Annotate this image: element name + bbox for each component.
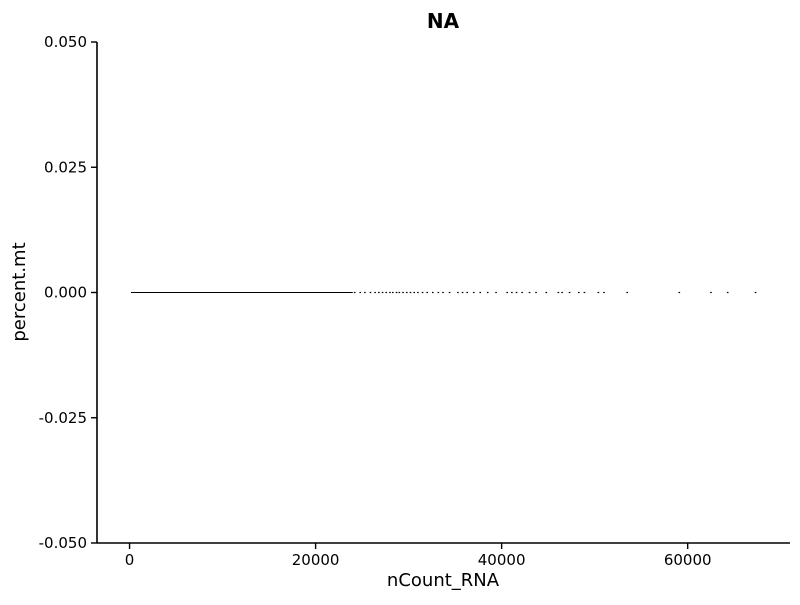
- data-point: [754, 291, 757, 294]
- data-point: [359, 291, 362, 294]
- data-point: [385, 291, 388, 294]
- data-point: [583, 291, 586, 294]
- data-point: [392, 291, 394, 294]
- data-point: [442, 291, 444, 294]
- y-tick-label: -0.050: [39, 534, 87, 552]
- data-point: [405, 291, 408, 294]
- data-point: [381, 291, 384, 294]
- data-point: [378, 291, 380, 294]
- data-point: [678, 291, 681, 294]
- data-point: [626, 291, 629, 294]
- data-point: [466, 291, 469, 294]
- data-point: [409, 291, 412, 294]
- data-point: [398, 291, 401, 294]
- data-points: [130, 291, 757, 294]
- axes: -0.050 -0.025 0.000 0.025 0.050 0 20000 40000 60…: [39, 33, 790, 569]
- data-point: [515, 291, 518, 294]
- data-point: [603, 291, 605, 294]
- data-point: [479, 291, 482, 294]
- data-point: [506, 291, 509, 294]
- data-point: [557, 291, 560, 294]
- data-point: [461, 291, 464, 294]
- data-point: [710, 291, 712, 294]
- y-axis-label: percent.mt: [9, 242, 30, 341]
- x-tick-label: 0: [125, 551, 135, 569]
- x-tick-label: 60000: [664, 551, 712, 569]
- data-point: [437, 291, 440, 294]
- data-point: [426, 291, 429, 294]
- y-tick-label: 0.000: [44, 284, 87, 302]
- data-point: [421, 291, 424, 294]
- data-point: [402, 291, 404, 294]
- data-point: [486, 291, 489, 294]
- data-point: [432, 291, 434, 294]
- data-point: [528, 291, 531, 294]
- data-point: [389, 291, 391, 294]
- data-point: [521, 291, 523, 294]
- chart-title: NA: [427, 9, 460, 33]
- x-tick-label: 40000: [478, 551, 526, 569]
- data-point: [561, 291, 563, 294]
- data-point: [395, 291, 398, 294]
- data-point: [726, 291, 729, 294]
- data-point: [364, 291, 366, 294]
- x-tick-label: 20000: [292, 551, 340, 569]
- data-point: [353, 291, 356, 294]
- data-point: [535, 291, 537, 294]
- y-tick-label: 0.050: [44, 33, 87, 51]
- data-point: [369, 291, 372, 294]
- data-point: [413, 291, 415, 294]
- data-point: [568, 291, 571, 294]
- data-point: [457, 291, 459, 294]
- data-point: [495, 291, 497, 294]
- data-point: [545, 291, 548, 294]
- x-axis-label: nCount_RNA: [387, 570, 500, 591]
- data-point: [472, 291, 475, 294]
- data-point: [597, 291, 600, 294]
- data-point: [511, 291, 513, 294]
- data-point: [578, 291, 580, 294]
- y-tick-label: 0.025: [44, 158, 87, 176]
- data-point: [417, 291, 419, 294]
- data-point: [374, 291, 376, 294]
- y-tick-label: -0.025: [39, 409, 87, 427]
- data-point: [448, 291, 451, 294]
